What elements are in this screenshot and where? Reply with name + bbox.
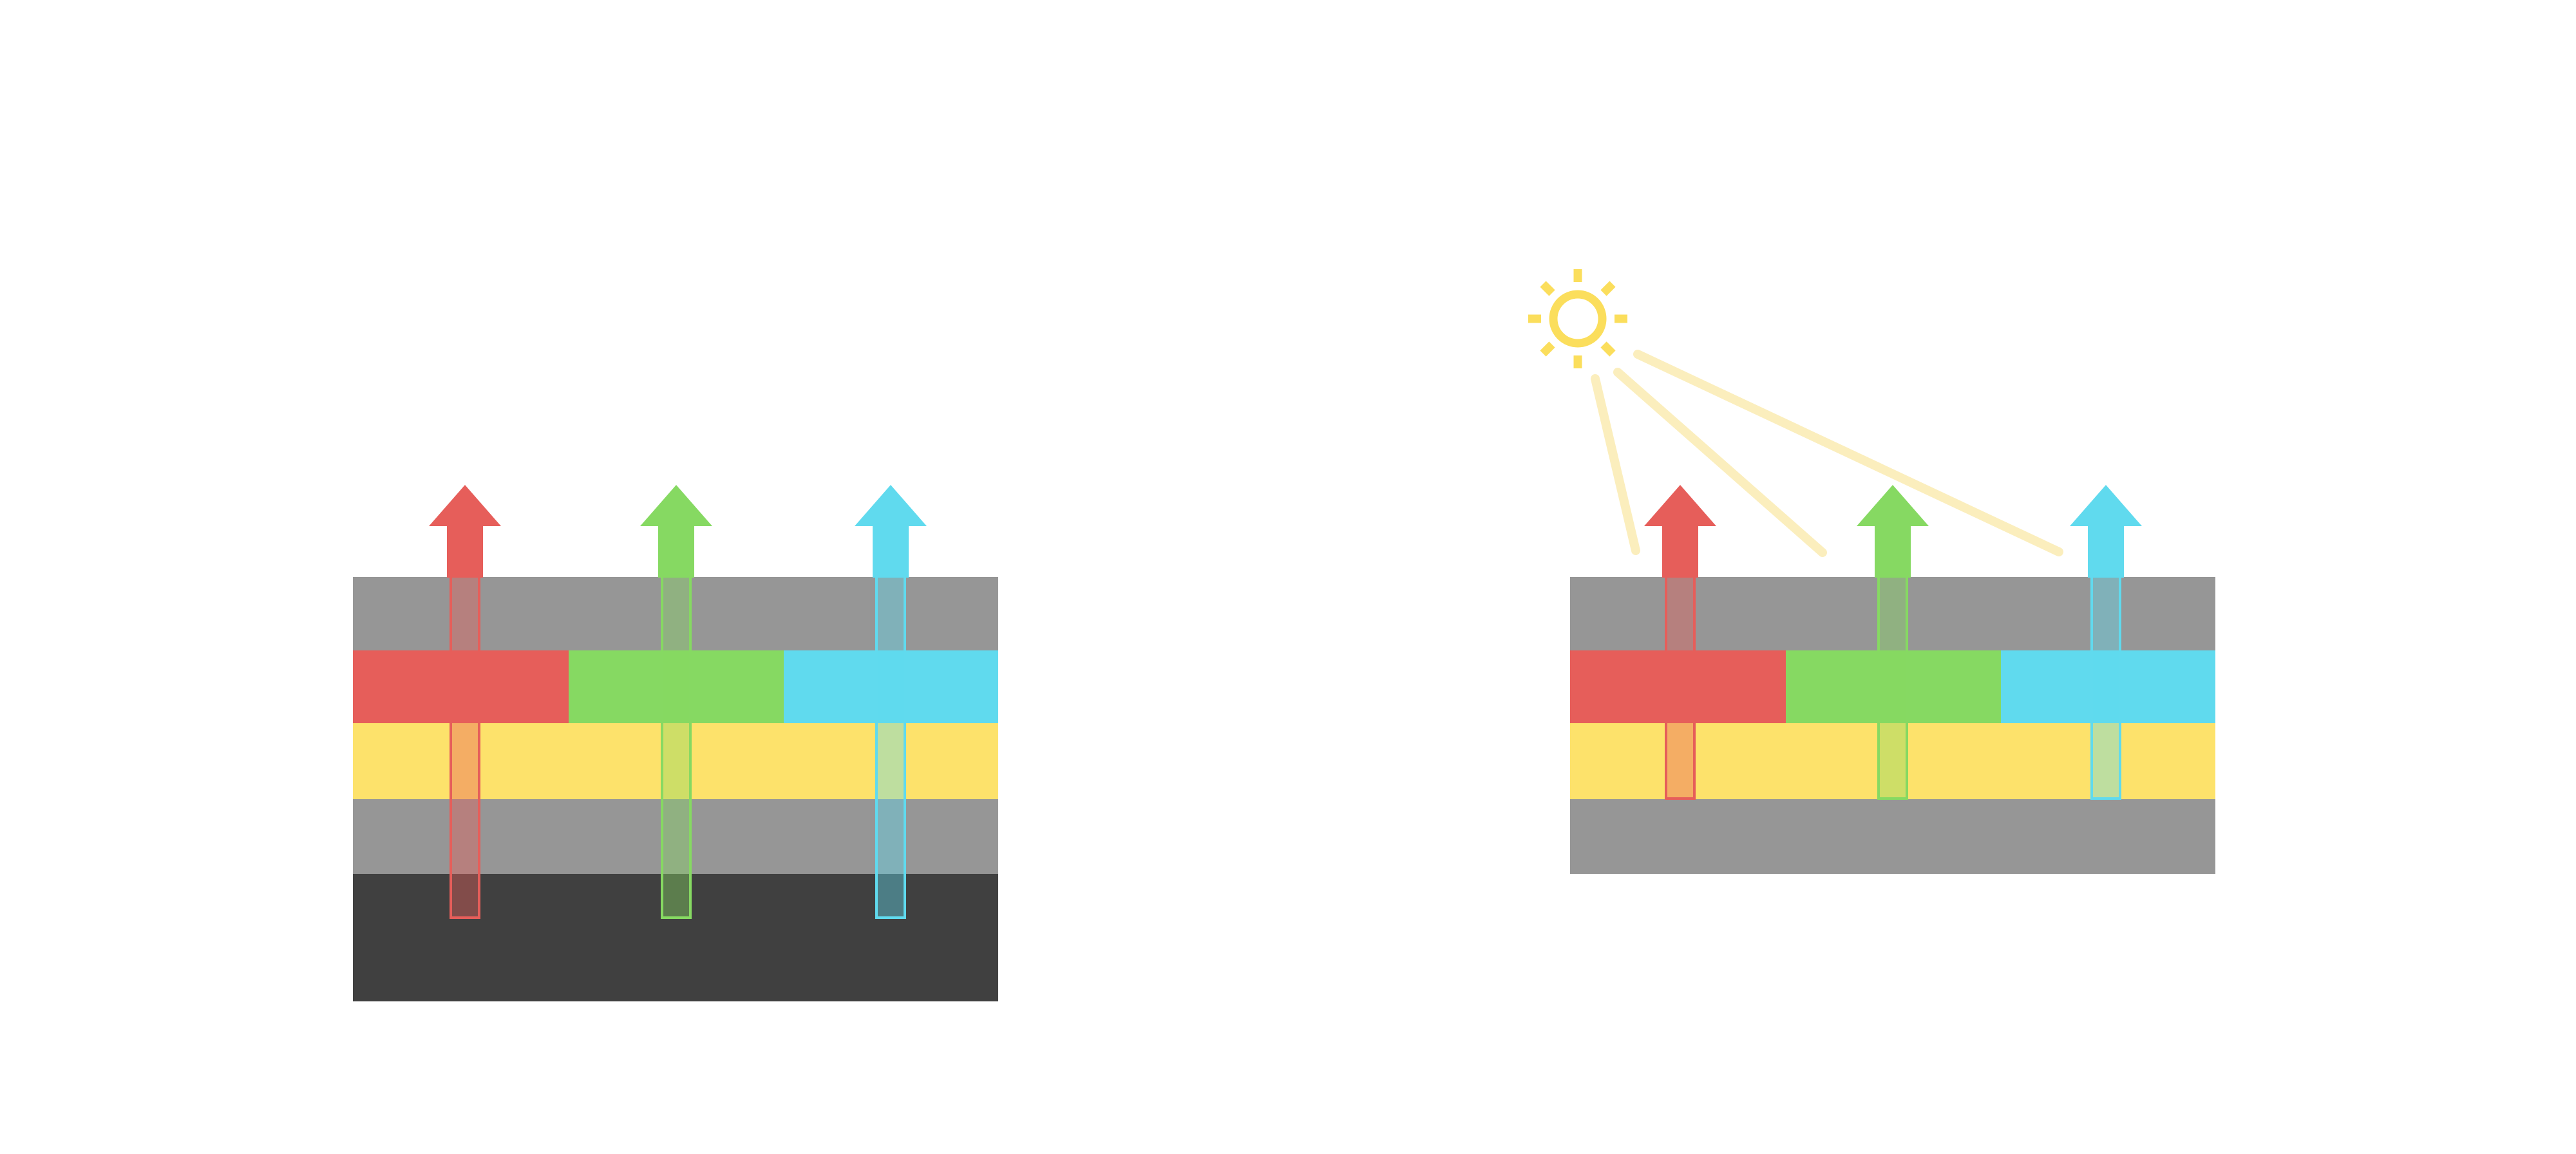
left-green-arrow-through-stack: [661, 577, 692, 919]
left-blue-subpixel: [784, 650, 998, 723]
arrow-stem: [873, 526, 909, 578]
left-top-gray-layer: [353, 577, 998, 650]
left-lower-gray-layer: [353, 799, 998, 874]
green-glass-fill: [663, 577, 689, 916]
arrow-head-icon: [2070, 485, 2142, 526]
arrow-head-icon: [429, 485, 501, 526]
right-blue-light-arrow: [2070, 485, 2142, 578]
right-blue-arrow-through-stack: [2090, 577, 2121, 800]
right-green-subpixel: [1786, 650, 2001, 723]
sunbeam-middle: [1613, 368, 1827, 557]
left-yellow-layer: [353, 723, 998, 799]
arrow-stem: [1875, 526, 1911, 578]
red-glass-fill: [452, 577, 478, 916]
sunbeam-left: [1591, 374, 1640, 555]
left-dark-backlight-layer: [353, 874, 998, 1001]
arrow-stem: [447, 526, 483, 578]
blue-glass-fill: [2093, 577, 2119, 797]
right-yellow-layer: [1570, 723, 2215, 799]
sun-ray-sw: [1540, 341, 1555, 357]
sun-disc-ring: [1549, 290, 1607, 348]
left-red-subpixel: [353, 650, 569, 723]
right-red-subpixel: [1570, 650, 1786, 723]
arrow-head-icon: [1644, 485, 1716, 526]
arrow-head-icon: [1857, 485, 1929, 526]
left-red-arrow-through-stack: [450, 577, 480, 919]
red-glass-fill: [1667, 577, 1693, 797]
sunbeams: [1591, 350, 2063, 557]
right-top-gray-layer: [1570, 577, 2215, 650]
blue-glass-fill: [878, 577, 904, 916]
left-rgb-subpixel-layer: [353, 650, 998, 723]
left-green-subpixel: [569, 650, 784, 723]
right-green-light-arrow: [1857, 485, 1929, 578]
sun-icon: [1528, 269, 1627, 368]
sunbeam-right: [1633, 350, 2063, 556]
arrow-stem: [1662, 526, 1698, 578]
right-red-arrow-through-stack: [1665, 577, 1696, 800]
right-rgb-subpixel-layer: [1570, 650, 2215, 723]
arrow-stem: [658, 526, 694, 578]
right-blue-subpixel: [2001, 650, 2215, 723]
left-red-light-arrow: [429, 485, 501, 578]
arrow-head-icon: [640, 485, 712, 526]
right-red-light-arrow: [1644, 485, 1716, 578]
left-green-light-arrow: [640, 485, 712, 578]
arrow-head-icon: [855, 485, 927, 526]
sun-ray-ne: [1600, 281, 1616, 296]
left-blue-arrow-through-stack: [875, 577, 906, 919]
sun-ray-nw: [1540, 281, 1555, 296]
left-blue-light-arrow: [855, 485, 927, 578]
right-green-arrow-through-stack: [1877, 577, 1908, 800]
right-bottom-gray-layer: [1570, 799, 2215, 874]
arrow-stem: [2088, 526, 2124, 578]
sun-ray-se: [1600, 341, 1616, 357]
green-glass-fill: [1880, 577, 1906, 797]
